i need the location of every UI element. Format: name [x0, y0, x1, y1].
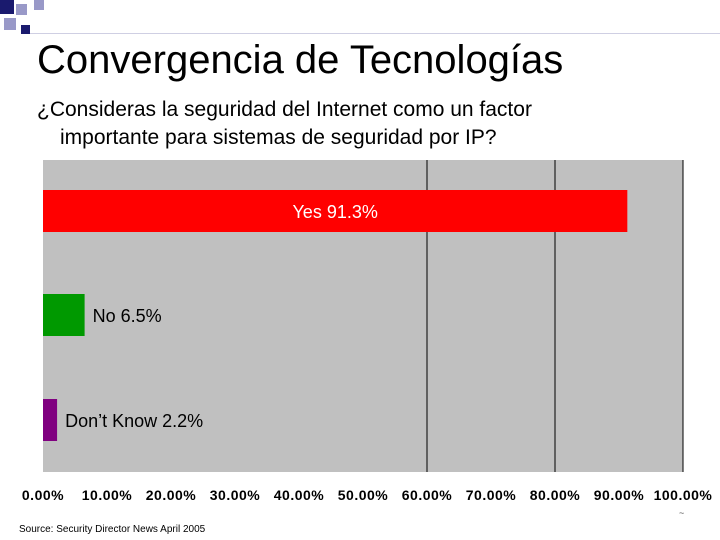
tick-label-3: 30.00%: [210, 487, 261, 503]
bar-1: [43, 294, 85, 336]
tick-label-8: 80.00%: [530, 487, 581, 503]
tick-label-7: 70.00%: [466, 487, 517, 503]
tick-label-9: 90.00%: [594, 487, 645, 503]
page-mark: ~: [679, 508, 685, 518]
bar-label-2: Don’t Know 2.2%: [65, 411, 203, 431]
title-rule: [30, 33, 720, 34]
source-note: Source: Security Director News April 200…: [19, 524, 206, 535]
tick-label-1: 10.00%: [82, 487, 133, 503]
tick-label-10: 100.00%: [654, 487, 713, 503]
question-line-1: ¿Consideras la seguridad del Internet co…: [37, 98, 532, 121]
bar-0: [43, 190, 628, 232]
decor-square-2: [16, 4, 27, 15]
decor-square-4: [4, 18, 16, 30]
decor-square-5: [21, 25, 30, 34]
tick-label-0: 0.00%: [22, 487, 64, 503]
tick-label-2: 20.00%: [146, 487, 197, 503]
slide-title: Convergencia de Tecnologías: [37, 38, 564, 82]
tick-label-5: 50.00%: [338, 487, 389, 503]
bar-2: [43, 399, 58, 441]
bar-label-1: No 6.5%: [93, 306, 162, 326]
decor-square-3: [34, 0, 44, 10]
tick-label-4: 40.00%: [274, 487, 325, 503]
question-line-2: importante para sistemas de seguridad po…: [60, 126, 497, 149]
slide-question: ¿Consideras la seguridad del Internet co…: [37, 96, 697, 152]
decor-square-1: [0, 0, 14, 14]
bar-label-0: Yes 91.3%: [292, 202, 377, 222]
tick-label-6: 60.00%: [402, 487, 453, 503]
